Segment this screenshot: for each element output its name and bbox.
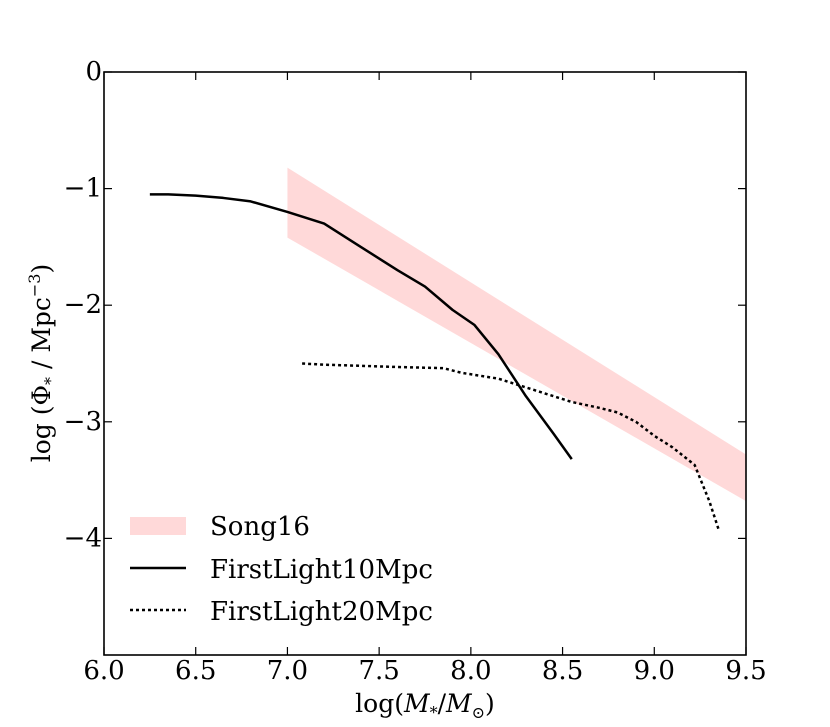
x-tick-label: 9.0	[634, 656, 675, 686]
y-tick-label: −2	[64, 290, 102, 320]
legend-label-song16: Song16	[210, 512, 310, 542]
x-axis-label: log(M*/M⊙)	[355, 689, 495, 722]
axis-ticks: 6.0 6.5 7.0 7.5 8.0 8.5 9.0 9.5 0 −1 −2 −3 −4	[64, 57, 767, 686]
x-tick-label: 6.0	[83, 656, 124, 686]
y-tick-label: 0	[85, 57, 102, 87]
x-tick-label: 7.0	[267, 656, 308, 686]
x-tick-label: 7.5	[358, 656, 399, 686]
axes-frame	[103, 71, 747, 656]
x-tick-label: 9.5	[725, 656, 766, 686]
series-line-firstlight20mpc	[302, 362, 720, 530]
y-tick-label: −3	[64, 407, 102, 437]
plot-area	[149, 167, 746, 530]
legend: Song16 FirstLight10Mpc FirstLight20Mpc	[130, 512, 433, 627]
series-line-firstlight10mpc	[149, 193, 573, 460]
legend-label-firstlight10mpc: FirstLight10Mpc	[210, 555, 433, 585]
x-tick-label: 8.5	[542, 656, 583, 686]
legend-swatch-song16	[130, 517, 186, 535]
series-band-song16	[287, 167, 746, 502]
x-tick-label: 8.0	[450, 656, 491, 686]
y-axis-label: log (Φ* / Mpc−3)	[25, 264, 60, 463]
legend-label-firstlight20mpc: FirstLight20Mpc	[210, 597, 433, 627]
plot-frame	[103, 71, 747, 656]
x-tick-label: 6.5	[175, 656, 216, 686]
y-tick-label: −4	[64, 523, 102, 553]
y-tick-label: −1	[64, 174, 102, 204]
